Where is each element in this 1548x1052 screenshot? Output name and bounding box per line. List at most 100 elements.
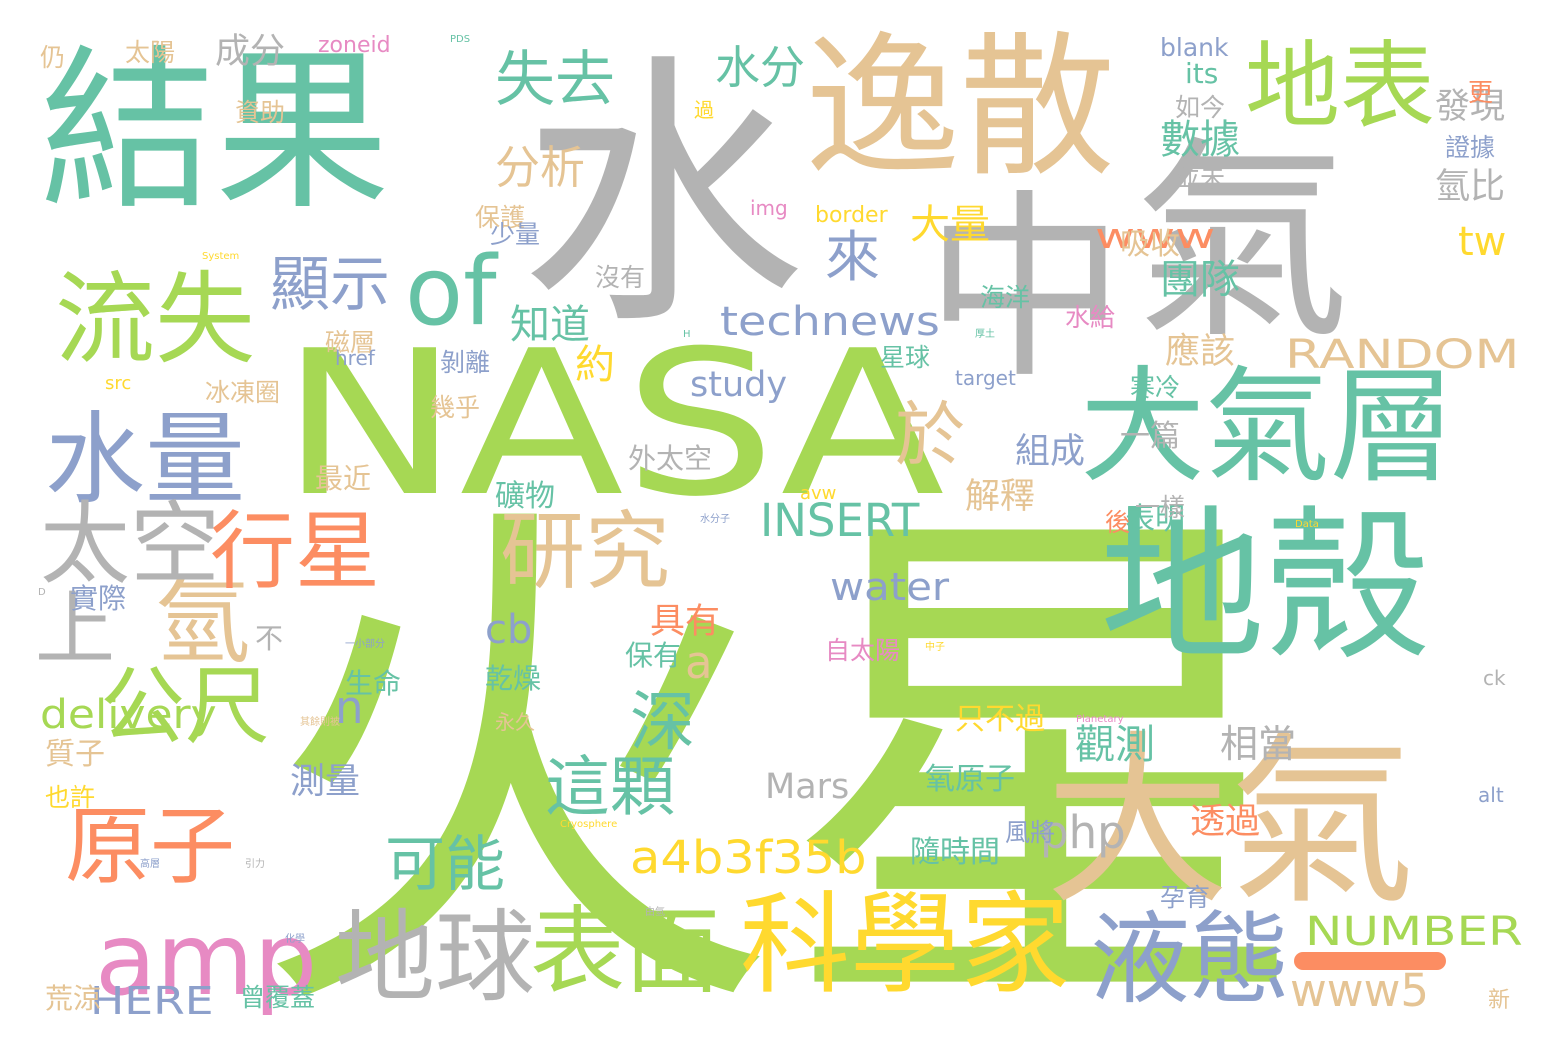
cloud-word: 氫比 [1435,167,1506,207]
cloud-word: 引力 [245,859,265,870]
cloud-word: www5 [1290,964,1430,1017]
cloud-word: 逸散 [805,17,1115,198]
cloud-word: ck [1483,666,1506,690]
cloud-word: 氫 [155,567,251,677]
cloud-word: 其餘則被 [300,717,340,728]
cloud-word: 團隊 [1160,257,1240,303]
cloud-word: 研究 [500,503,671,602]
cloud-word: 大量 [910,202,990,248]
cloud-word: 氣 [1135,117,1350,368]
cloud-word: 成分 [215,32,286,72]
cloud-word: 水 [520,31,805,363]
cloud-word: 由氫 [645,907,665,918]
cloud-word: Data [1295,519,1319,530]
cloud-word: 表明 [1125,502,1185,537]
cloud-word: 生命 [345,667,402,700]
cloud-word: amp [95,901,318,1018]
cloud-word: 火星 [250,461,1310,1052]
cloud-word: 風將 [1005,818,1056,847]
cloud-word: target [955,366,1016,390]
cloud-word: 如今 [1175,93,1226,122]
cloud-word: 永久 [495,710,535,734]
cloud-word: border [815,203,888,228]
cloud-word: technews [720,299,940,345]
cloud-word: 剝離 [440,348,491,377]
cloud-word: 透過 [1190,802,1261,842]
cloud-word: study [690,365,788,405]
cloud-word: 水量 [45,401,245,518]
cloud-word: 地表 [1245,32,1436,142]
cloud-word: RANDOM [1285,332,1520,378]
cloud-word: a4b3f35b [630,831,867,884]
cloud-word: 資助 [235,98,286,127]
cloud-word: 後 [1105,508,1131,537]
cloud-word: 這顆 [545,750,676,825]
cloud-word: 中子 [925,642,945,653]
cloud-word: 氧原子 [925,762,1015,797]
cloud-word: 深 [630,685,696,760]
cloud-word: D [38,587,46,598]
cloud-word: blank [1160,33,1229,62]
cloud-word: 並未 [1175,163,1226,192]
cloud-word: 行星 [210,503,381,602]
cloud-word: cb [485,607,533,653]
cloud-word: 只不過 [955,702,1045,737]
cloud-word: 厚土 [975,329,995,340]
cloud-word: 證據 [1445,133,1496,162]
cloud-word: water [830,565,950,609]
cloud-word: 科學家 [740,881,1070,1009]
cloud-word: 太陽 [125,38,176,67]
cloud-word: NASA [280,308,945,541]
cloud-word: 地殼 [1100,491,1430,683]
cloud-word: 顯示 [270,250,390,320]
cloud-word: 質子 [45,737,105,772]
cloud-word: INSERT [760,494,920,547]
cloud-word: PDS [450,34,471,45]
cloud-word: 隨時間 [910,835,1000,870]
cloud-word: of [405,237,497,347]
cloud-word: 水給 [1065,303,1116,332]
cloud-word: php [1040,806,1126,859]
cloud-word: www [1095,217,1216,257]
cloud-word: 更 [1468,78,1494,107]
cloud-word: 仍 [40,43,66,72]
cloud-word: 實際 [70,582,127,615]
cloud-word: 失去 [495,45,615,115]
cloud-word: n [335,681,364,734]
cloud-word: 約 [575,342,615,388]
cloud-word: 荒涼 [45,982,102,1015]
cloud-word: 過 [694,98,714,122]
cloud-word: 結果 [40,31,390,234]
cloud-word: Mars [765,767,850,807]
cloud-word: 也許 [45,783,96,812]
cloud-word: 化學 [285,934,305,945]
cloud-word: its [1185,57,1219,90]
cloud-word: 一篇 [1120,419,1180,454]
cloud-word: 磁層 [325,328,376,357]
cloud-word: 幾乎 [430,393,481,422]
cloud-word: 自太陽 [825,636,901,665]
cloud-word: 知道 [510,302,590,348]
cloud-word: avw [800,483,837,504]
cloud-word: 最近 [315,462,372,495]
cloud-word: 新 [1488,988,1511,1013]
cloud-word: tw [1458,219,1507,265]
cloud-word: 水分子 [700,514,730,525]
cloud-word: 星球 [880,343,931,372]
cloud-word: 高層 [140,859,160,870]
cloud-word: 觀測 [1075,722,1155,768]
cloud-word: src [105,373,132,394]
cloud-word: 液態 [1090,901,1290,1018]
cloud-word: 可能 [385,830,505,900]
cloud-word: 冰凍圈 [205,378,281,407]
cloud-word: zoneid [318,33,391,58]
cloud-word: Planetary [1076,714,1124,725]
cloud-word: 太空 [40,492,220,597]
cloud-word: 礦物 [495,479,555,514]
cloud-word: 測量 [290,762,361,802]
cloud-word: 分析 [495,141,586,194]
cloud-word: 大氣 [1045,714,1415,930]
cloud-word: 大氣層 [1080,355,1455,500]
cloud-word: 一樣 [1135,493,1186,522]
cloud-word: 發現 [1435,87,1506,127]
